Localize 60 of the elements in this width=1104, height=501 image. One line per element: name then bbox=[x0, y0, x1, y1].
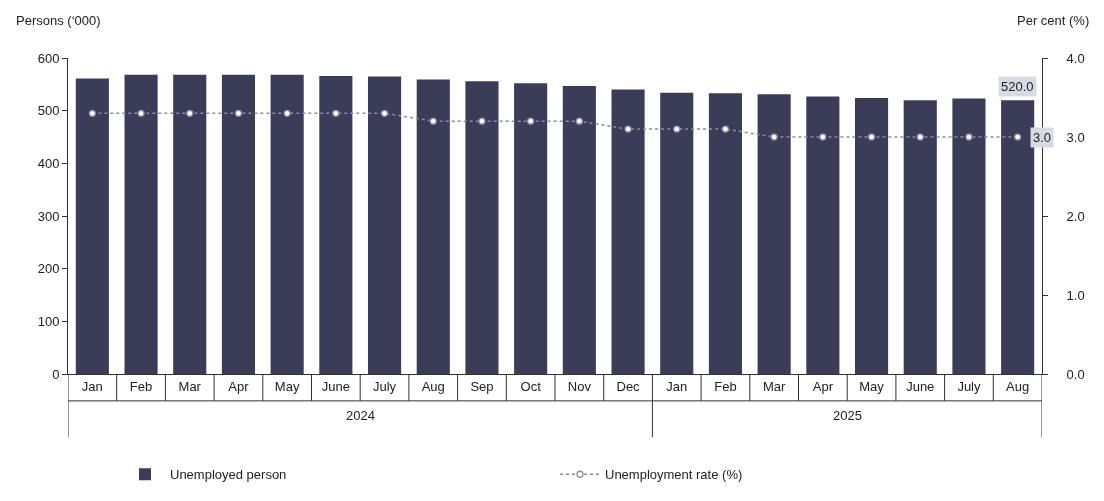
y-tick-label: 100 bbox=[37, 313, 60, 329]
point bbox=[965, 133, 973, 141]
y-tick-label: 500 bbox=[37, 103, 60, 119]
y-tick-label: 600 bbox=[37, 50, 60, 66]
x-tick-label: Mar bbox=[762, 378, 787, 394]
text: 2024 bbox=[346, 408, 375, 423]
point bbox=[770, 133, 778, 141]
legend-label: Unemployed person bbox=[170, 467, 287, 483]
y2-axis-title: Per cent (%) bbox=[1017, 13, 1090, 28]
x-tick-label: Mar bbox=[178, 378, 202, 394]
x-tick-label: May bbox=[859, 378, 885, 394]
y-tick-label: 300 bbox=[37, 208, 60, 224]
point bbox=[819, 133, 827, 141]
point bbox=[673, 125, 681, 133]
point bbox=[916, 133, 924, 141]
x-tick-label: July bbox=[372, 378, 397, 394]
x-tick-label: Feb bbox=[714, 378, 737, 394]
data-label: 3.0 bbox=[1033, 130, 1052, 145]
x-tick-label: Apr bbox=[812, 378, 834, 394]
x-tick-label: July bbox=[957, 378, 982, 394]
point bbox=[186, 109, 194, 117]
x-tick-label: Feb bbox=[129, 378, 153, 394]
legend-label: Unemployment rate (%) bbox=[605, 467, 743, 483]
text: 2025 bbox=[833, 408, 862, 423]
point bbox=[624, 125, 632, 133]
point bbox=[137, 109, 145, 117]
x-tick-label: Nov bbox=[567, 378, 592, 394]
y-axis-title: Persons (‘000) bbox=[16, 13, 101, 28]
point bbox=[88, 109, 96, 117]
x-tick-label: Aug bbox=[421, 378, 445, 394]
y-tick-label: 400 bbox=[37, 155, 60, 171]
point bbox=[867, 133, 876, 141]
x-tick-label: Jan bbox=[81, 378, 103, 394]
point bbox=[1014, 133, 1022, 141]
point bbox=[721, 125, 730, 133]
point bbox=[283, 109, 291, 117]
x-tick-label: Jan bbox=[666, 378, 688, 394]
x-tick-label: Dec bbox=[616, 378, 641, 394]
point bbox=[575, 117, 583, 125]
y-tick-label: 0 bbox=[52, 366, 60, 382]
data-label: 520.0 bbox=[1001, 79, 1034, 94]
y-tick-label: 200 bbox=[37, 261, 60, 277]
point bbox=[332, 109, 340, 117]
point bbox=[234, 109, 243, 117]
point bbox=[380, 109, 389, 117]
y2-tick-label: 3.0 bbox=[1066, 129, 1085, 145]
x-tick-label: Oct bbox=[520, 378, 542, 394]
x-tick-label: June bbox=[321, 378, 350, 394]
y2-tick-label: 2.0 bbox=[1066, 208, 1085, 224]
point bbox=[478, 117, 486, 125]
x-tick-label: Sep bbox=[470, 378, 494, 394]
y2-tick-label: 1.0 bbox=[1066, 287, 1085, 303]
x-tick-label: Aug bbox=[1006, 378, 1030, 394]
y2-tick-label: 0.0 bbox=[1066, 366, 1085, 382]
x-tick-label: May bbox=[274, 378, 300, 394]
x-tick-label: June bbox=[906, 378, 935, 394]
y2-tick-label: 4.0 bbox=[1066, 50, 1085, 66]
point bbox=[527, 117, 535, 125]
x-tick-label: Apr bbox=[228, 378, 250, 394]
point bbox=[429, 117, 437, 125]
